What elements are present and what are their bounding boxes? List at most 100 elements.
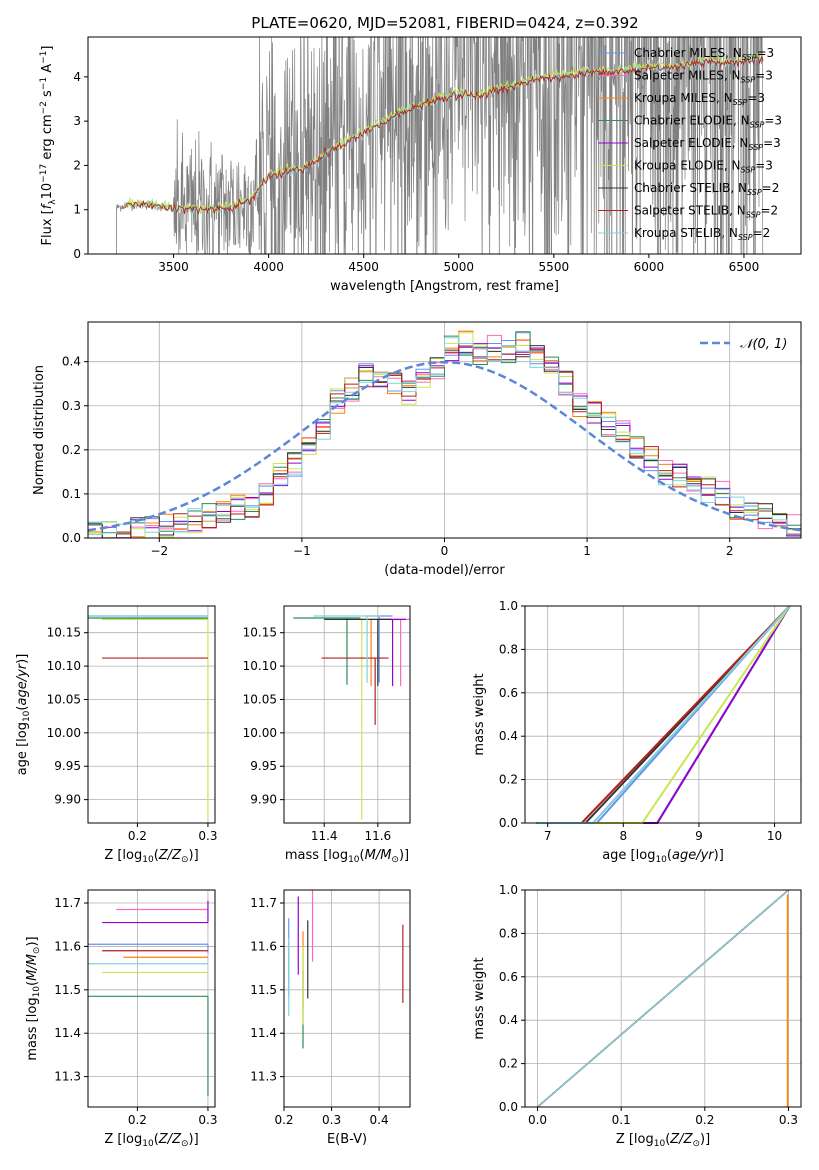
mass_vs_ebv-ytick-label: 11.4 — [250, 1026, 277, 1040]
cum-age-line-salpeter_elodie — [536, 605, 791, 824]
legend-label-chabrier_elodie: Chabrier ELODIE, NSSP=3 — [634, 114, 782, 130]
cum_age-frame — [524, 605, 802, 824]
cum_Z-ylabel: mass weight — [472, 957, 487, 1039]
mass_vs_Z-plot-area — [88, 900, 209, 1097]
age_vs_Z-ytick-label: 10.15 — [47, 626, 81, 640]
residuals-ytick-label: 0.2 — [62, 443, 81, 457]
spectrum-ylabel: Flux [fλ10−17 erg cm−2 s−1 A−1] — [39, 46, 58, 246]
spectrum-xtick-label: 5500 — [539, 260, 570, 274]
cum-age-line-chabrier_stelib — [536, 605, 791, 824]
mass_vs_ebv-xtick-label: 0.2 — [274, 1113, 293, 1127]
spectrum-ytick-label: 4 — [73, 70, 81, 84]
mass_vs_Z-xtick-label: 0.2 — [128, 1113, 147, 1127]
legend-label-salpeter_miles: Salpeter MILES, NSSP=3 — [634, 69, 773, 85]
cum-age-line-salpeter_stelib — [536, 605, 791, 824]
legend-label-chabrier_stelib: Chabrier STELIB, NSSP=2 — [634, 181, 779, 197]
cum-age-line-kroupa_miles — [536, 605, 791, 824]
cum_Z-frame — [524, 889, 802, 1108]
legend-label-salpeter_elodie: Salpeter ELODIE, NSSP=3 — [634, 136, 781, 152]
age_vs_mass-ytick-label: 10.15 — [243, 626, 277, 640]
mass_vs_Z-ylabel: mass [log10(M/M⊙)] — [25, 936, 42, 1060]
cum_Z-xtick-label: 0.0 — [528, 1113, 547, 1127]
data-spectrum-line — [116, 37, 764, 254]
residuals-ytick-label: 0.3 — [62, 399, 81, 413]
cum-Z-plot-area — [537, 889, 789, 1108]
cumulative-age-panel: 7 8 9 10 0.0 0.2 0.4 0.6 0.8 1.0 age [log10(age/yr… — [472, 599, 802, 865]
cumulative-metallicity-panel: 0.0 0.1 0.2 0.3 0.0 0.2 0.4 0.6 0.8 1.0 Z [log10(Z… — [472, 883, 802, 1149]
cum_age-ytick-label: 0.0 — [499, 816, 518, 830]
gaussian-curve — [88, 360, 801, 532]
cum-age-plot-area — [536, 605, 791, 824]
cum_age-ytick-label: 0.4 — [499, 729, 518, 743]
cum_Z-ytick-label: 0.2 — [499, 1057, 518, 1071]
residuals-xtick-label: 2 — [726, 544, 734, 558]
cum_Z-xtick-label: 0.3 — [779, 1113, 798, 1127]
mass_vs_ebv-xtick-label: 0.3 — [322, 1113, 341, 1127]
mass_vs_Z-ytick-label: 11.3 — [54, 1070, 81, 1084]
age_vs_Z-ytick-label: 10.05 — [47, 692, 81, 706]
residuals-panel: −2 −1 0 1 2 0.0 0.1 0.2 0.3 0.4 (data-model)/error… — [32, 321, 802, 578]
residuals-xtick-label: 1 — [583, 544, 591, 558]
cum_Z-xtick-label: 0.1 — [612, 1113, 631, 1127]
residuals-ytick-label: 0.0 — [62, 531, 81, 545]
cum_age-xtick-label: 9 — [695, 829, 703, 843]
residuals-ytick-label: 0.1 — [62, 487, 81, 501]
mass-vs-extinction-panel: 0.2 0.3 0.4 11.3 11.4 11.5 11.6 11.7 E(B-V) — [250, 889, 411, 1147]
cum_age-ytick-label: 1.0 — [499, 599, 518, 613]
mass_vs_ebv-xtick-label: 0.4 — [370, 1113, 389, 1127]
mass_vs_Z-ytick-label: 11.7 — [54, 896, 81, 910]
cum-age-line-salpeter_miles — [536, 605, 791, 824]
age_vs_mass-frame — [283, 605, 411, 824]
age_vs_mass-ytick-label: 10.05 — [243, 692, 277, 706]
age_vs_Z-frame — [87, 605, 216, 824]
mass_vs_ebv-ytick-label: 11.3 — [250, 1070, 277, 1084]
age-vs-metallicity-panel: 0.2 0.3 9.90 9.95 10.00 10.05 10.10 10.15 Z [log… — [15, 605, 217, 865]
cum_Z-xtick-label: 0.2 — [695, 1113, 714, 1127]
gaussian-legend-label: 𝒩(0, 1) — [740, 337, 787, 352]
legend-label-chabrier_miles: Chabrier MILES, NSSP=3 — [634, 46, 774, 62]
age-vs-mass-panel: 11.4 11.6 9.90 9.95 10.00 10.05 10.10 10.15 mass… — [243, 605, 411, 865]
cum_age-xtick-label: 8 — [619, 829, 627, 843]
legend-label-salpeter_stelib: Salpeter STELIB, NSSP=2 — [634, 204, 778, 220]
legend-label-kroupa_stelib: Kroupa STELIB, NSSP=2 — [634, 226, 770, 242]
age_vs_mass-ytick-label: 10.10 — [243, 659, 277, 673]
spectrum-xtick-label: 6500 — [729, 260, 760, 274]
spectrum-xlabel: wavelength [Angstrom, rest frame] — [330, 279, 559, 294]
residual-hist-kroupa_stelib — [88, 337, 801, 538]
spectrum-legend: Chabrier MILES, NSSP=3 Salpeter MILES, NS… — [598, 46, 782, 242]
age_vs_Z-xlabel: Z [log10(Z/Z⊙)] — [104, 848, 198, 865]
age_vs_mass-xtick-label: 11.4 — [311, 829, 338, 843]
mass_vs_Z-xlabel: Z [log10(Z/Z⊙)] — [104, 1132, 198, 1149]
cum_age-xtick-label: 7 — [544, 829, 552, 843]
residuals-ytick-label: 0.4 — [62, 355, 81, 369]
age_vs_mass-ytick-label: 9.90 — [250, 793, 277, 807]
residuals-xtick-label: 0 — [441, 544, 449, 558]
cum-age-line-kroupa_elodie — [536, 605, 791, 824]
age_vs_Z-xtick-label: 0.2 — [128, 829, 147, 843]
cum-age-line-chabrier_elodie — [536, 605, 791, 824]
spectrum-xtick-label: 3500 — [158, 260, 189, 274]
mass_vs_Z-ytick-label: 11.5 — [54, 983, 81, 997]
residuals-ylabel: Normed distribution — [32, 365, 47, 495]
residuals-xtick-label: −1 — [293, 544, 311, 558]
mass_vs_ebv-ytick-label: 11.7 — [250, 896, 277, 910]
spectrum-ytick-label: 0 — [73, 247, 81, 261]
cum_Z-ytick-label: 0.0 — [499, 1100, 518, 1114]
spectrum-panel: 3500 4000 4500 5000 5500 6000 6500 0 1 2 3 4 wavelen… — [39, 36, 802, 294]
mass_vs_ebv-xlabel: E(B-V) — [327, 1132, 367, 1147]
residuals-plot-area — [88, 330, 801, 538]
mass_vs_Z-ytick-label: 11.6 — [54, 939, 81, 953]
mass-vs-metallicity-panel: 0.2 0.3 11.3 11.4 11.5 11.6 11.7 Z [log10(Z/Z⊙)… — [25, 889, 217, 1149]
cum_age-ytick-label: 0.8 — [499, 642, 518, 656]
mass_vs_ebv-frame — [283, 889, 411, 1108]
cum_age-ylabel: mass weight — [472, 673, 487, 755]
spectrum-plot-area — [116, 37, 764, 254]
age_vs_Z-ytick-label: 10.00 — [47, 726, 81, 740]
legend-label-kroupa_miles: Kroupa MILES, NSSP=3 — [634, 91, 765, 107]
age_vs_Z-ytick-label: 9.90 — [54, 793, 81, 807]
cum_Z-xlabel: Z [log10(Z/Z⊙)] — [616, 1132, 710, 1149]
spectrum-xtick-label: 4000 — [253, 260, 284, 274]
cum_Z-ytick-label: 0.8 — [499, 926, 518, 940]
spectrum-xtick-label: 5000 — [443, 260, 474, 274]
